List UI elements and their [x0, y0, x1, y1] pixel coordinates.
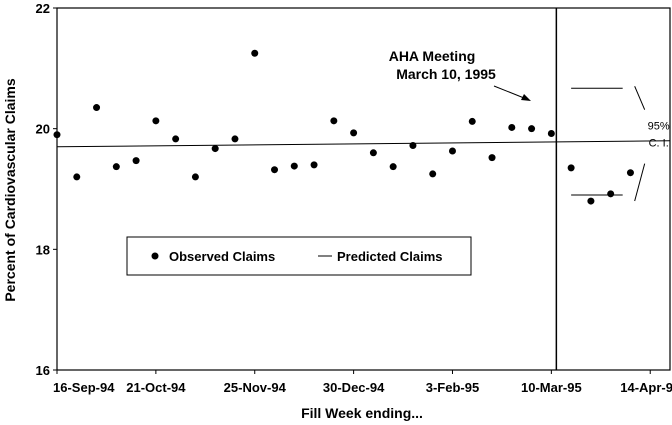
observed-point — [389, 163, 397, 171]
x-axis: 16-Sep-94 21-Oct-94 25-Nov-94 30-Dec-94 3-Fe… — [53, 370, 672, 395]
observed-point — [330, 117, 338, 125]
x-tick-label: 3-Feb-95 — [426, 380, 479, 395]
x-tick-label: 16-Sep-94 — [53, 380, 115, 395]
event-arrowhead — [521, 94, 531, 101]
x-tick-label: 14-Apr-95 — [620, 380, 672, 395]
observed-point — [468, 117, 476, 125]
observed-point — [409, 142, 417, 150]
observed-point — [626, 169, 634, 177]
observed-point — [587, 197, 595, 205]
observed-point — [93, 104, 101, 112]
observed-point — [310, 161, 318, 169]
observed-point — [508, 123, 516, 131]
observed-point — [251, 49, 259, 57]
ci-bracket-upper — [634, 86, 646, 110]
observed-point — [488, 154, 496, 162]
y-tick-label: 22 — [36, 1, 50, 16]
x-tick-label: 10-Mar-95 — [521, 380, 582, 395]
confidence-interval — [571, 86, 646, 202]
observed-point — [547, 129, 555, 137]
observed-point — [271, 166, 279, 174]
legend-label-observed: Observed Claims — [169, 249, 275, 264]
ci-label-line2: C. I. — [649, 138, 669, 150]
observed-point — [132, 157, 140, 165]
legend-marker-observed — [151, 252, 159, 260]
observed-point — [231, 135, 239, 143]
x-axis-title: Fill Week ending... — [301, 405, 423, 421]
x-tick-label: 21-Oct-94 — [126, 380, 186, 395]
observed-point — [369, 149, 377, 157]
x-tick-label: 25-Nov-94 — [224, 380, 287, 395]
event-annotation-line2: March 10, 1995 — [396, 66, 496, 82]
y-tick-label: 18 — [36, 242, 50, 257]
y-axis-title: Percent of Cardiovascular Claims — [2, 78, 18, 302]
event-annotation-line1: AHA Meeting — [389, 48, 476, 64]
observed-point — [73, 173, 81, 181]
predicted-claims-line — [56, 140, 671, 148]
observed-point — [191, 173, 199, 181]
observed-point — [112, 163, 120, 171]
x-tick-label: 30-Dec-94 — [323, 380, 385, 395]
ci-label-line1: 95% — [648, 121, 670, 133]
plot-area — [56, 7, 671, 371]
observed-point — [607, 190, 615, 198]
legend — [126, 236, 472, 276]
y-tick-label: 20 — [36, 122, 50, 137]
observed-point — [53, 131, 61, 139]
observed-point — [172, 135, 180, 143]
event-arrow-shaft — [493, 85, 525, 99]
legend-label-predicted: Predicted Claims — [337, 249, 443, 264]
observed-claims-points — [53, 49, 634, 205]
y-axis: 16 18 20 22 — [36, 1, 57, 378]
ci-bracket-lower — [634, 163, 646, 202]
observed-point — [211, 145, 219, 153]
observed-point — [429, 170, 437, 178]
observed-point — [350, 129, 358, 137]
observed-point — [290, 162, 298, 170]
observed-point — [448, 147, 456, 155]
y-tick-label: 16 — [36, 363, 50, 378]
observed-point — [528, 125, 536, 133]
observed-point — [567, 164, 575, 172]
observed-point — [152, 117, 160, 125]
